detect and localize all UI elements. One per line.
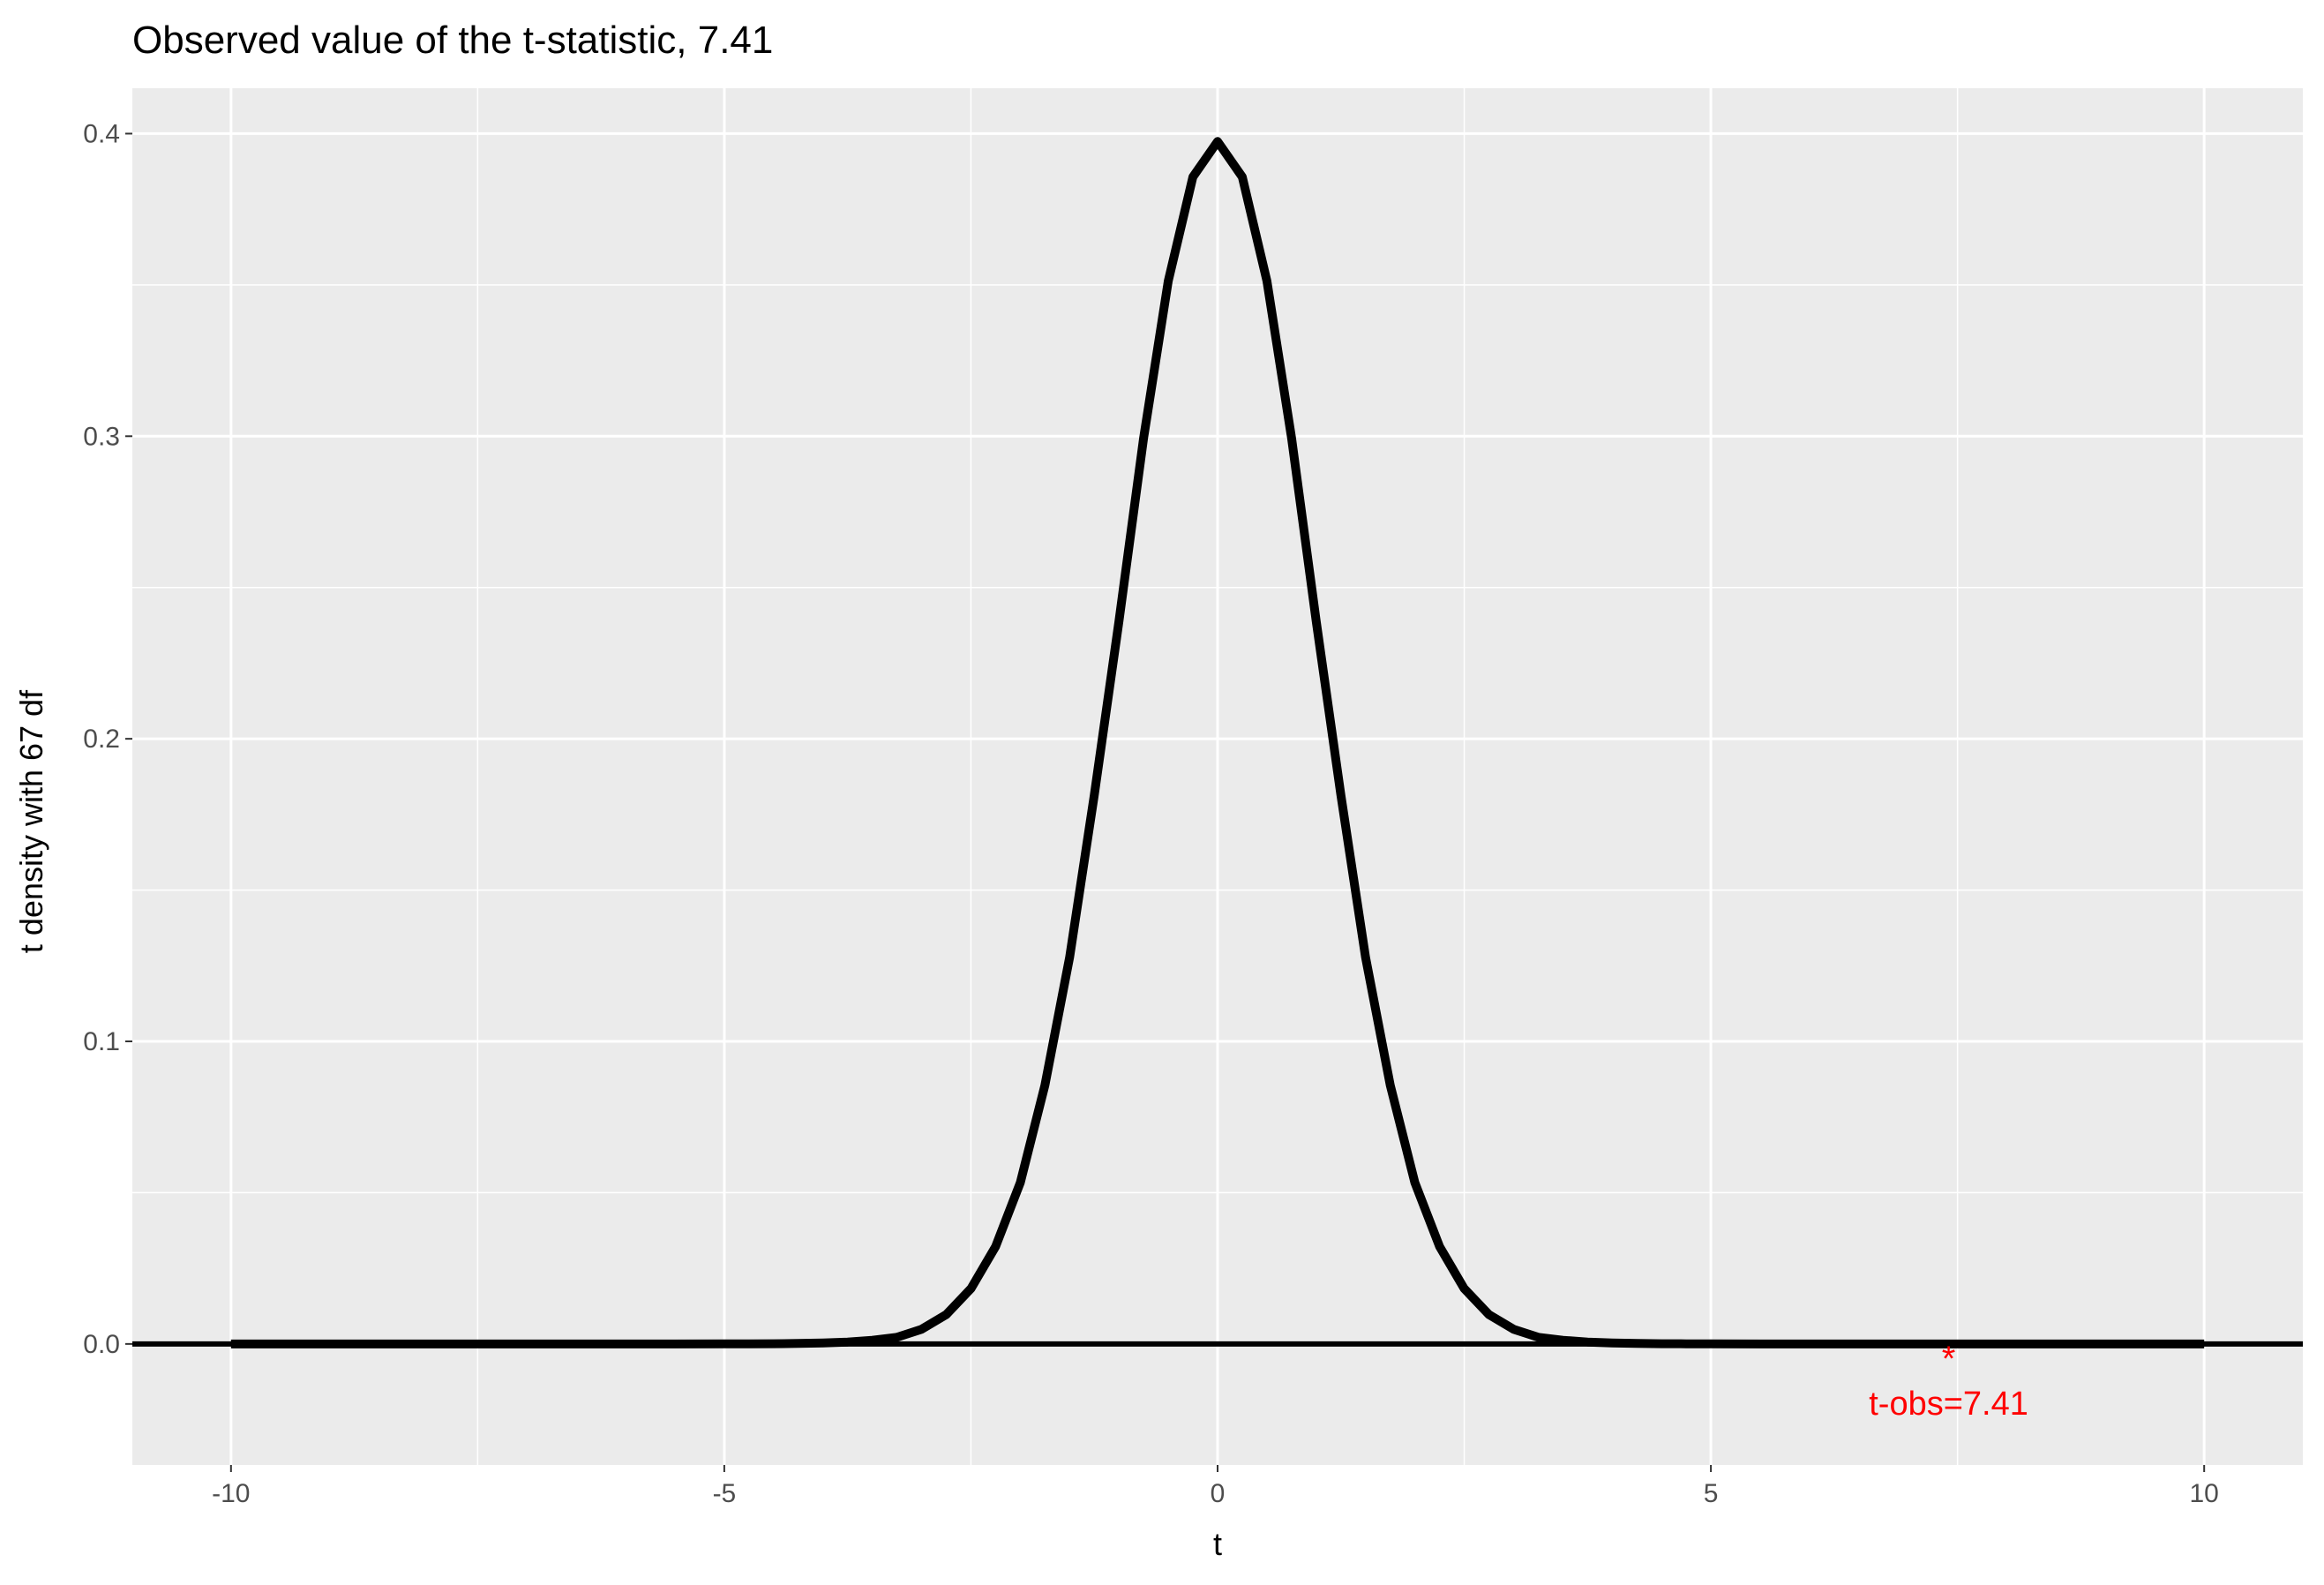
density-curve	[230, 137, 2205, 1348]
chart-title: Observed value of the t-statistic, 7.41	[132, 19, 773, 62]
y-tick-label: 0.0	[83, 1330, 120, 1359]
y-axis-title: t density with 67 df	[13, 689, 49, 953]
x-tick-label: 10	[2189, 1479, 2218, 1508]
x-tick-label: -10	[212, 1479, 250, 1508]
x-tick-label: 5	[1704, 1479, 1719, 1508]
x-tick-label: 0	[1211, 1479, 1226, 1508]
y-tick-label: 0.2	[83, 725, 120, 754]
series-layer	[132, 137, 2303, 1348]
y-tick-label: 0.4	[83, 119, 120, 148]
observed-t-marker: *	[1942, 1340, 1956, 1378]
y-tick-label: 0.3	[83, 422, 120, 451]
x-axis-title: t	[1213, 1526, 1222, 1562]
x-tick-label: -5	[713, 1479, 737, 1508]
axis-ticks: -10 -5 0 5 10 0.0 0.1 0.2 0.3 0.4	[83, 119, 2219, 1508]
observed-t-label: t-obs=7.41	[1869, 1386, 2028, 1423]
y-tick-label: 0.1	[83, 1027, 120, 1056]
annotation-layer: * t-obs=7.41	[1869, 1340, 2028, 1423]
